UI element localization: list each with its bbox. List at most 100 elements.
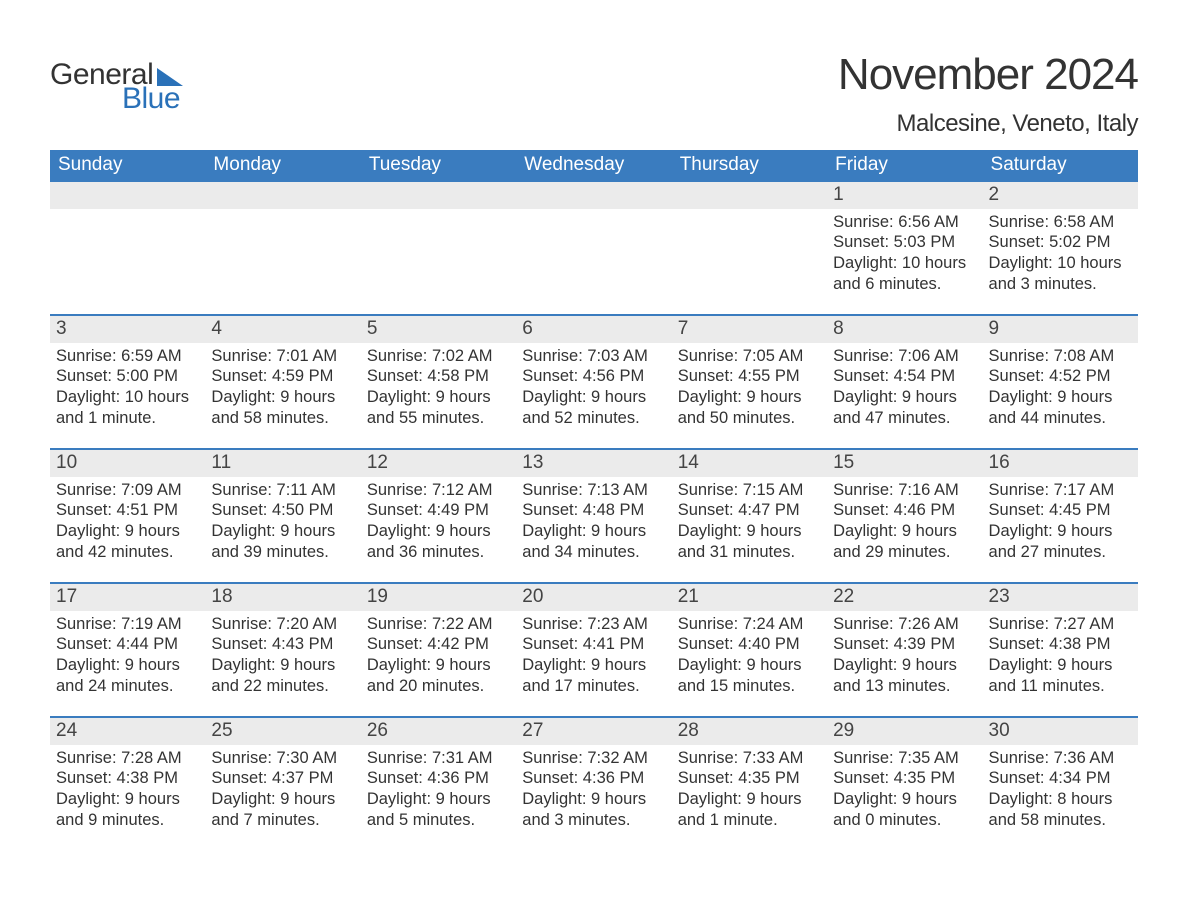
day-details: Sunrise: 7:12 AMSunset: 4:49 PMDaylight:…	[361, 477, 516, 569]
sunrise-text: Sunrise: 7:01 AM	[211, 346, 354, 367]
day-number: 2	[983, 180, 1138, 209]
daylight-text: Daylight: 9 hours and 15 minutes.	[678, 655, 821, 696]
day-details: Sunrise: 7:06 AMSunset: 4:54 PMDaylight:…	[827, 343, 982, 435]
sunset-text: Sunset: 4:49 PM	[367, 500, 510, 521]
daylight-text: Daylight: 8 hours and 58 minutes.	[989, 789, 1132, 830]
sunset-text: Sunset: 4:48 PM	[522, 500, 665, 521]
sunrise-text: Sunrise: 7:27 AM	[989, 614, 1132, 635]
calendar-day: 16Sunrise: 7:17 AMSunset: 4:45 PMDayligh…	[983, 448, 1138, 582]
day-header-row: SundayMondayTuesdayWednesdayThursdayFrid…	[50, 150, 1138, 180]
sunset-text: Sunset: 4:34 PM	[989, 768, 1132, 789]
sunset-text: Sunset: 4:59 PM	[211, 366, 354, 387]
day-number: 30	[983, 716, 1138, 745]
calendar-day: 7Sunrise: 7:05 AMSunset: 4:55 PMDaylight…	[672, 314, 827, 448]
day-details: Sunrise: 7:28 AMSunset: 4:38 PMDaylight:…	[50, 745, 205, 837]
calendar-day: 4Sunrise: 7:01 AMSunset: 4:59 PMDaylight…	[205, 314, 360, 448]
day-details: Sunrise: 7:02 AMSunset: 4:58 PMDaylight:…	[361, 343, 516, 435]
day-number: 17	[50, 582, 205, 611]
day-details: Sunrise: 7:27 AMSunset: 4:38 PMDaylight:…	[983, 611, 1138, 703]
title-block: November 2024 Malcesine, Veneto, Italy	[838, 50, 1138, 138]
day-details: Sunrise: 7:08 AMSunset: 4:52 PMDaylight:…	[983, 343, 1138, 435]
sunrise-text: Sunrise: 7:05 AM	[678, 346, 821, 367]
daylight-text: Daylight: 9 hours and 0 minutes.	[833, 789, 976, 830]
day-details: Sunrise: 7:35 AMSunset: 4:35 PMDaylight:…	[827, 745, 982, 837]
day-number: 21	[672, 582, 827, 611]
day-number: 28	[672, 716, 827, 745]
sunrise-text: Sunrise: 7:19 AM	[56, 614, 199, 635]
calendar-day: 12Sunrise: 7:12 AMSunset: 4:49 PMDayligh…	[361, 448, 516, 582]
sunset-text: Sunset: 4:56 PM	[522, 366, 665, 387]
day-details: Sunrise: 7:19 AMSunset: 4:44 PMDaylight:…	[50, 611, 205, 703]
day-number: 29	[827, 716, 982, 745]
calendar-day: 23Sunrise: 7:27 AMSunset: 4:38 PMDayligh…	[983, 582, 1138, 716]
day-details: Sunrise: 7:13 AMSunset: 4:48 PMDaylight:…	[516, 477, 671, 569]
calendar-document: General Blue November 2024 Malcesine, Ve…	[0, 0, 1188, 880]
calendar-day: 6Sunrise: 7:03 AMSunset: 4:56 PMDaylight…	[516, 314, 671, 448]
calendar-day: 11Sunrise: 7:11 AMSunset: 4:50 PMDayligh…	[205, 448, 360, 582]
sunset-text: Sunset: 4:36 PM	[522, 768, 665, 789]
daylight-text: Daylight: 9 hours and 42 minutes.	[56, 521, 199, 562]
day-details: Sunrise: 7:32 AMSunset: 4:36 PMDaylight:…	[516, 745, 671, 837]
daylight-text: Daylight: 9 hours and 55 minutes.	[367, 387, 510, 428]
calendar-day: 13Sunrise: 7:13 AMSunset: 4:48 PMDayligh…	[516, 448, 671, 582]
calendar-day: 9Sunrise: 7:08 AMSunset: 4:52 PMDaylight…	[983, 314, 1138, 448]
calendar-day: 19Sunrise: 7:22 AMSunset: 4:42 PMDayligh…	[361, 582, 516, 716]
daylight-text: Daylight: 9 hours and 44 minutes.	[989, 387, 1132, 428]
day-details: Sunrise: 7:23 AMSunset: 4:41 PMDaylight:…	[516, 611, 671, 703]
calendar-day: 10Sunrise: 7:09 AMSunset: 4:51 PMDayligh…	[50, 448, 205, 582]
daylight-text: Daylight: 9 hours and 7 minutes.	[211, 789, 354, 830]
day-number: 23	[983, 582, 1138, 611]
month-title: November 2024	[838, 50, 1138, 100]
calendar-week: 10Sunrise: 7:09 AMSunset: 4:51 PMDayligh…	[50, 448, 1138, 582]
day-header: Sunday	[50, 150, 205, 180]
day-header: Saturday	[983, 150, 1138, 180]
sunset-text: Sunset: 4:54 PM	[833, 366, 976, 387]
calendar-day: 27Sunrise: 7:32 AMSunset: 4:36 PMDayligh…	[516, 716, 671, 850]
calendar-body: 1Sunrise: 6:56 AMSunset: 5:03 PMDaylight…	[50, 180, 1138, 850]
daylight-text: Daylight: 9 hours and 36 minutes.	[367, 521, 510, 562]
sunset-text: Sunset: 4:39 PM	[833, 634, 976, 655]
sunset-text: Sunset: 4:42 PM	[367, 634, 510, 655]
sunset-text: Sunset: 4:35 PM	[833, 768, 976, 789]
day-number: 25	[205, 716, 360, 745]
day-number	[516, 180, 671, 209]
daylight-text: Daylight: 9 hours and 34 minutes.	[522, 521, 665, 562]
sunset-text: Sunset: 4:51 PM	[56, 500, 199, 521]
day-details: Sunrise: 7:01 AMSunset: 4:59 PMDaylight:…	[205, 343, 360, 435]
sunrise-text: Sunrise: 7:23 AM	[522, 614, 665, 635]
sunrise-text: Sunrise: 6:59 AM	[56, 346, 199, 367]
day-details: Sunrise: 7:09 AMSunset: 4:51 PMDaylight:…	[50, 477, 205, 569]
day-number: 19	[361, 582, 516, 611]
day-details: Sunrise: 6:58 AMSunset: 5:02 PMDaylight:…	[983, 209, 1138, 301]
calendar-day: 25Sunrise: 7:30 AMSunset: 4:37 PMDayligh…	[205, 716, 360, 850]
calendar-day: 5Sunrise: 7:02 AMSunset: 4:58 PMDaylight…	[361, 314, 516, 448]
daylight-text: Daylight: 9 hours and 17 minutes.	[522, 655, 665, 696]
sunset-text: Sunset: 4:44 PM	[56, 634, 199, 655]
sunrise-text: Sunrise: 7:08 AM	[989, 346, 1132, 367]
sunrise-text: Sunrise: 7:30 AM	[211, 748, 354, 769]
daylight-text: Daylight: 10 hours and 3 minutes.	[989, 253, 1132, 294]
day-header: Thursday	[672, 150, 827, 180]
calendar-day: 15Sunrise: 7:16 AMSunset: 4:46 PMDayligh…	[827, 448, 982, 582]
calendar-day: 24Sunrise: 7:28 AMSunset: 4:38 PMDayligh…	[50, 716, 205, 850]
sunrise-text: Sunrise: 7:17 AM	[989, 480, 1132, 501]
sunrise-text: Sunrise: 7:12 AM	[367, 480, 510, 501]
daylight-text: Daylight: 9 hours and 1 minute.	[678, 789, 821, 830]
day-number: 8	[827, 314, 982, 343]
daylight-text: Daylight: 9 hours and 9 minutes.	[56, 789, 199, 830]
day-number: 5	[361, 314, 516, 343]
sunrise-text: Sunrise: 7:02 AM	[367, 346, 510, 367]
calendar-week: 17Sunrise: 7:19 AMSunset: 4:44 PMDayligh…	[50, 582, 1138, 716]
daylight-text: Daylight: 9 hours and 52 minutes.	[522, 387, 665, 428]
calendar-day	[50, 180, 205, 314]
calendar-day: 2Sunrise: 6:58 AMSunset: 5:02 PMDaylight…	[983, 180, 1138, 314]
day-number	[50, 180, 205, 209]
sunset-text: Sunset: 4:45 PM	[989, 500, 1132, 521]
day-details: Sunrise: 6:59 AMSunset: 5:00 PMDaylight:…	[50, 343, 205, 435]
sunset-text: Sunset: 4:55 PM	[678, 366, 821, 387]
triangle-icon	[157, 68, 183, 86]
daylight-text: Daylight: 10 hours and 6 minutes.	[833, 253, 976, 294]
daylight-text: Daylight: 9 hours and 31 minutes.	[678, 521, 821, 562]
day-number: 14	[672, 448, 827, 477]
sunrise-text: Sunrise: 7:26 AM	[833, 614, 976, 635]
